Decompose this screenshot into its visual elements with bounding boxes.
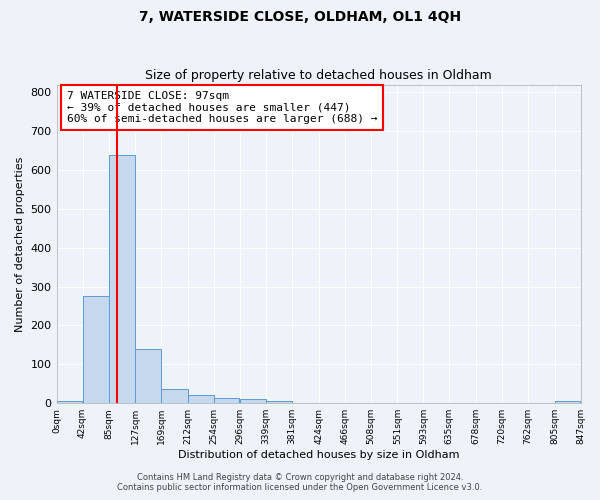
Text: Contains HM Land Registry data © Crown copyright and database right 2024.
Contai: Contains HM Land Registry data © Crown c… xyxy=(118,473,482,492)
Bar xyxy=(109,154,135,403)
Bar xyxy=(83,296,109,403)
Bar xyxy=(135,349,161,403)
Title: Size of property relative to detached houses in Oldham: Size of property relative to detached ho… xyxy=(145,69,492,82)
Text: 7, WATERSIDE CLOSE, OLDHAM, OL1 4QH: 7, WATERSIDE CLOSE, OLDHAM, OL1 4QH xyxy=(139,10,461,24)
Bar xyxy=(554,402,580,403)
Bar xyxy=(240,400,266,403)
Bar xyxy=(214,398,239,403)
Bar xyxy=(56,402,82,403)
X-axis label: Distribution of detached houses by size in Oldham: Distribution of detached houses by size … xyxy=(178,450,459,460)
Bar xyxy=(266,402,292,403)
Bar xyxy=(188,396,214,403)
Y-axis label: Number of detached properties: Number of detached properties xyxy=(15,156,25,332)
Text: 7 WATERSIDE CLOSE: 97sqm
← 39% of detached houses are smaller (447)
60% of semi-: 7 WATERSIDE CLOSE: 97sqm ← 39% of detach… xyxy=(67,91,377,124)
Bar xyxy=(161,389,188,403)
